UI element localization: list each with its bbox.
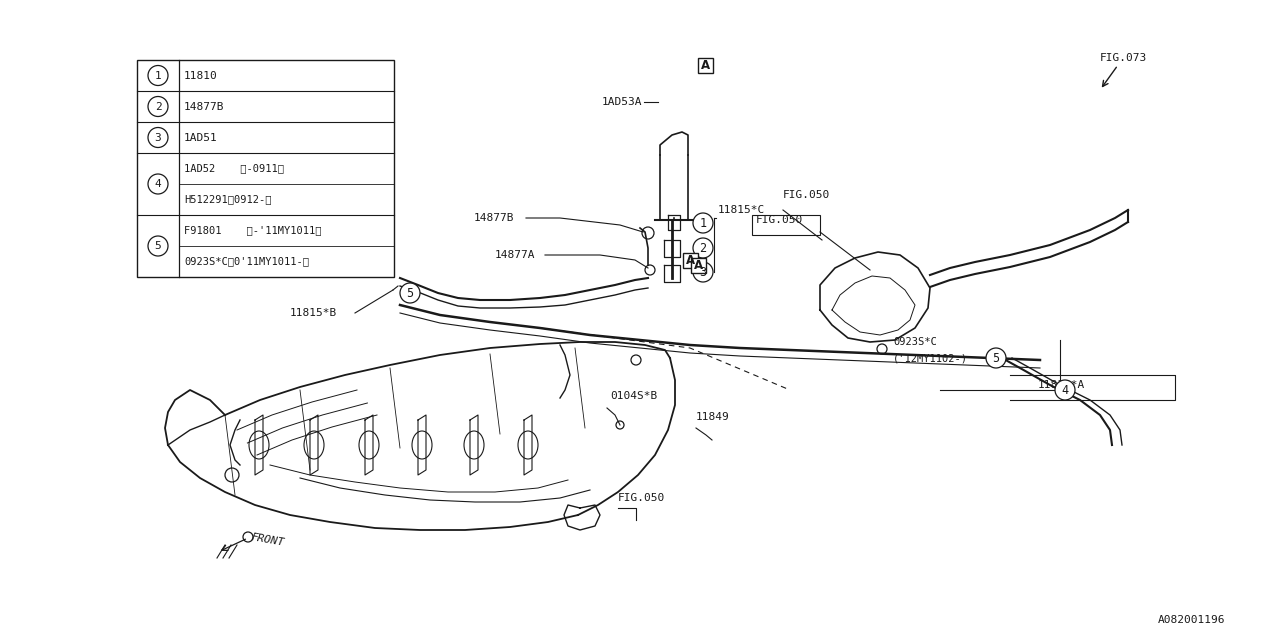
Text: 11815*C: 11815*C [718, 205, 765, 215]
Text: 0923S*C: 0923S*C [893, 337, 937, 347]
Text: FRONT: FRONT [250, 532, 285, 548]
Text: FIG.050: FIG.050 [756, 215, 804, 225]
Text: 4: 4 [155, 179, 161, 189]
Text: H512291よ0912-〉: H512291よ0912-〉 [184, 195, 271, 205]
Text: 0104S*B: 0104S*B [611, 391, 657, 401]
Text: 14877B: 14877B [184, 102, 224, 111]
Circle shape [148, 65, 168, 86]
Text: 2: 2 [699, 241, 707, 255]
Circle shape [692, 238, 713, 258]
Circle shape [148, 127, 168, 147]
Text: 1AD51: 1AD51 [184, 132, 218, 143]
Text: 11849: 11849 [696, 412, 730, 422]
Text: ('12MY1102-): ('12MY1102-) [893, 353, 968, 363]
Circle shape [986, 348, 1006, 368]
Bar [682, 253, 698, 268]
Bar [137, 60, 394, 277]
Text: 3: 3 [699, 266, 707, 278]
Text: 1AD53A: 1AD53A [602, 97, 643, 107]
Text: 11815*B: 11815*B [291, 308, 337, 318]
Text: 5: 5 [992, 351, 1000, 365]
Circle shape [692, 262, 713, 282]
Text: FIG.050: FIG.050 [618, 493, 666, 503]
Circle shape [401, 283, 420, 303]
Text: FIG.073: FIG.073 [1100, 53, 1147, 63]
Circle shape [1055, 380, 1075, 400]
Text: A: A [694, 259, 703, 271]
Bar [690, 257, 705, 273]
Text: 1: 1 [155, 70, 161, 81]
Text: A082001196: A082001196 [1158, 615, 1225, 625]
Text: 14877B: 14877B [474, 213, 515, 223]
Text: 14877A: 14877A [495, 250, 535, 260]
Bar [698, 58, 713, 72]
Circle shape [148, 174, 168, 194]
Text: F91801    〈-'11MY1011〉: F91801 〈-'11MY1011〉 [184, 225, 321, 236]
Text: 2: 2 [155, 102, 161, 111]
Circle shape [148, 236, 168, 256]
Text: 3: 3 [155, 132, 161, 143]
Text: 1: 1 [699, 216, 707, 230]
Text: A: A [700, 58, 709, 72]
Text: 11815*A: 11815*A [1038, 380, 1085, 390]
Text: 1AD52    〈-0911〉: 1AD52 〈-0911〉 [184, 163, 284, 173]
Text: 4: 4 [1061, 383, 1069, 397]
Bar [753, 215, 820, 235]
Text: 11810: 11810 [184, 70, 218, 81]
Circle shape [692, 213, 713, 233]
Text: 5: 5 [155, 241, 161, 251]
Text: A: A [685, 253, 695, 266]
Circle shape [148, 97, 168, 116]
Text: FIG.050: FIG.050 [783, 190, 831, 200]
Text: 5: 5 [407, 287, 413, 300]
Text: 0923S*Cよ0'11MY1011-〉: 0923S*Cよ0'11MY1011-〉 [184, 257, 308, 266]
